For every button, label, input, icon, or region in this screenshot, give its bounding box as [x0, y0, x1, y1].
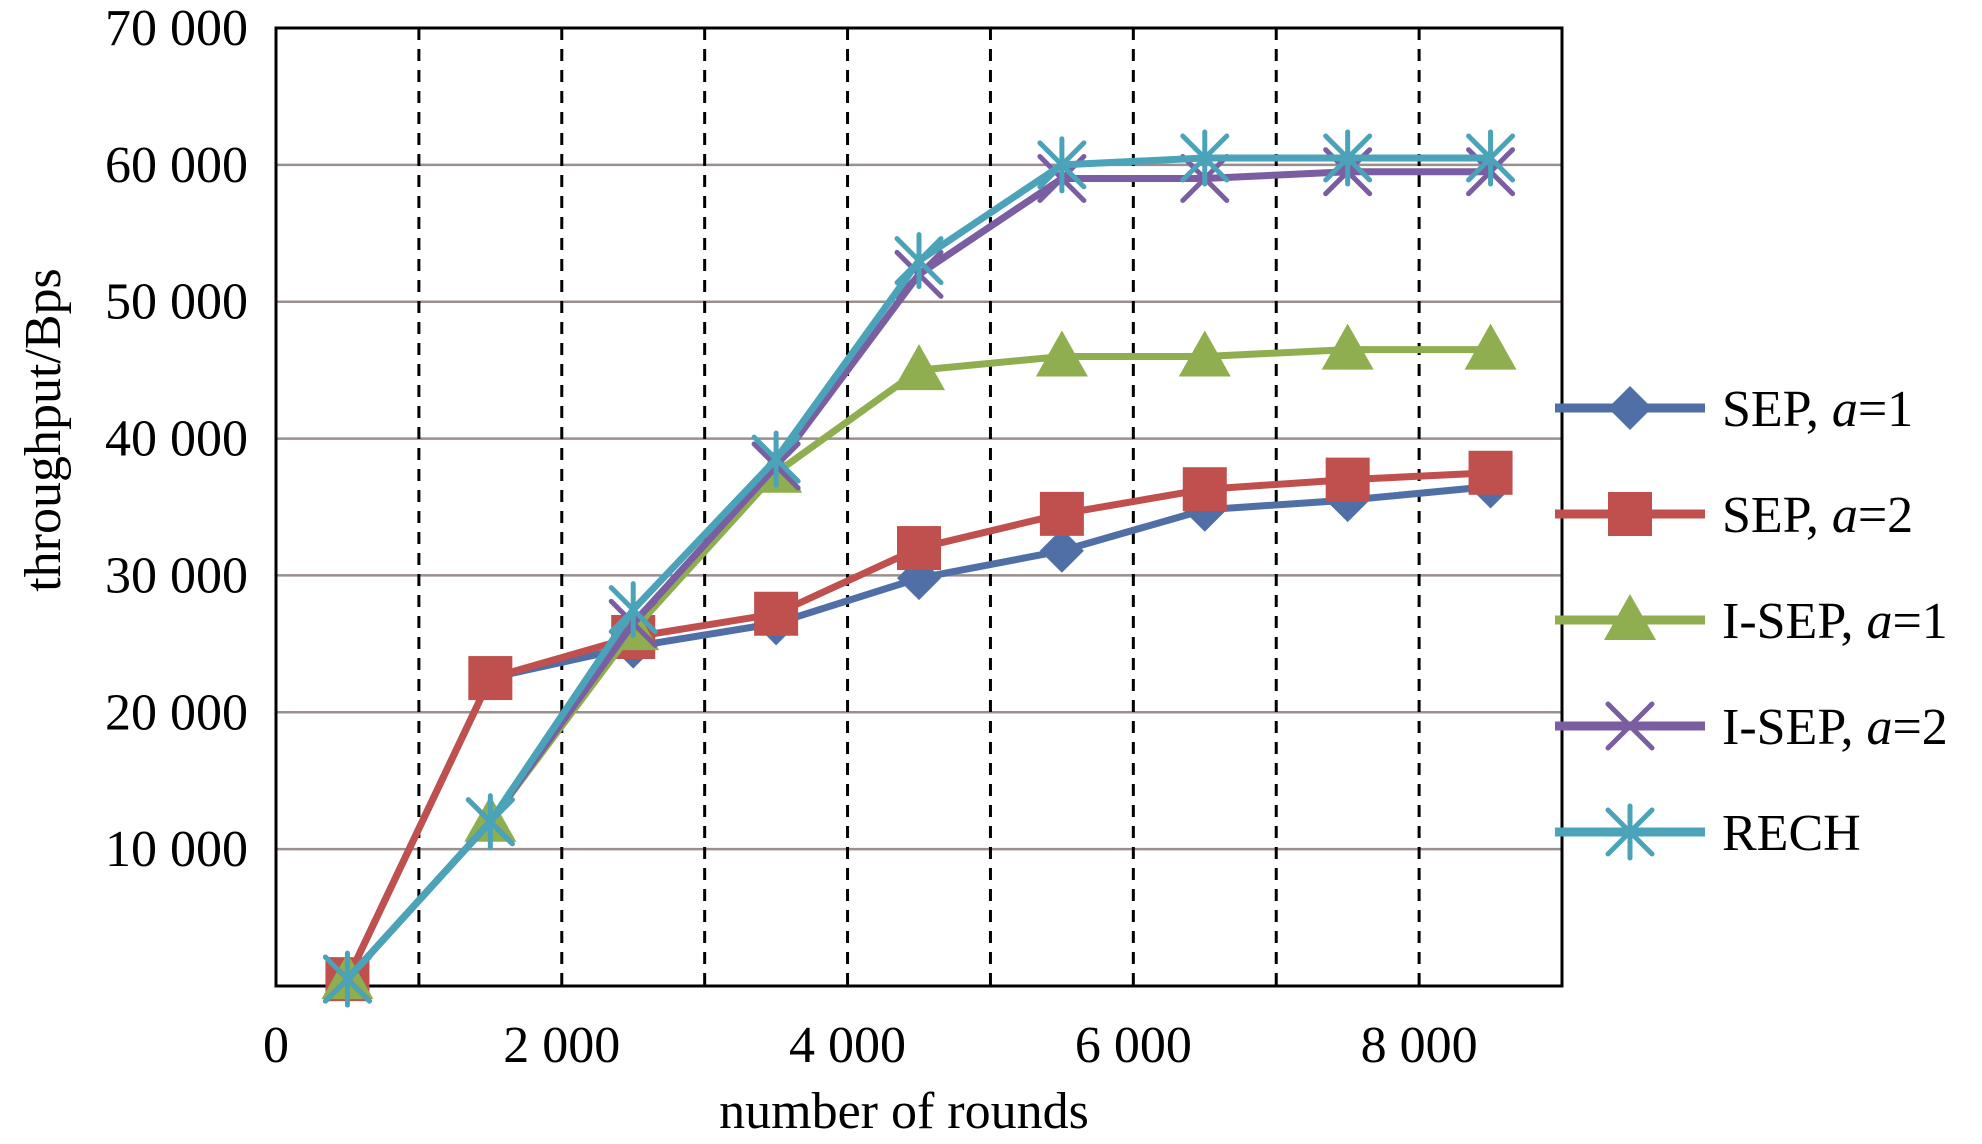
- y-tick-label: 30 000: [105, 547, 248, 604]
- legend-marker: [1605, 803, 1655, 861]
- series-3-line: [344, 346, 1491, 982]
- series-2-point: [754, 591, 799, 636]
- series-3-point: [893, 344, 945, 391]
- series-3-point: [1464, 323, 1517, 370]
- legend-label-prefix: I-SEP,: [1722, 593, 1866, 650]
- legend-label-variable: a: [1866, 593, 1892, 650]
- marker-stroke: [1605, 701, 1655, 751]
- y-tick-label: 40 000: [105, 411, 248, 468]
- legend-item: RECH: [1555, 803, 1861, 862]
- x-axis-label: number of rounds: [719, 1083, 1089, 1140]
- series-2-point: [1325, 457, 1370, 502]
- series-2-point: [1039, 491, 1084, 536]
- series-3-point: [1321, 323, 1374, 370]
- series-2: [325, 450, 1513, 1002]
- ticks-layer: 10 000 20 000 30 000 40 000 50 000 60 000 70 0…: [105, 0, 1478, 1074]
- legend-item: SEP, a=2: [1555, 487, 1913, 544]
- legend-label: I-SEP, a=2: [1722, 699, 1948, 756]
- legend-label-prefix: SEP,: [1722, 487, 1832, 544]
- x-tick-label: 0: [263, 1017, 289, 1074]
- legend-label-suffix: =1: [1858, 381, 1913, 438]
- legend-label: SEP, a=2: [1722, 487, 1913, 544]
- x-tick-label: 4 000: [789, 1017, 906, 1074]
- legend-item: I-SEP, a=2: [1555, 699, 1948, 756]
- series-1-point: [1039, 528, 1084, 573]
- series-3-point: [1035, 330, 1088, 377]
- legend-label-variable: a: [1832, 487, 1858, 544]
- plot-frame: [274, 26, 1564, 988]
- legend-label-suffix: =2: [1858, 487, 1913, 544]
- y-tick-label: 50 000: [105, 274, 248, 331]
- series-5-point: [608, 581, 658, 639]
- x-tick-label: 6 000: [1075, 1017, 1192, 1074]
- legend-label-prefix: SEP,: [1722, 381, 1832, 438]
- series-2-point: [468, 656, 513, 701]
- series-2-point: [1468, 450, 1513, 495]
- legend-label-variable: a: [1832, 381, 1858, 438]
- series-5: [322, 129, 1516, 1008]
- legend-marker: [1608, 386, 1652, 430]
- series-5-point: [322, 950, 372, 1008]
- series-5-point: [465, 793, 515, 851]
- series-3-point: [1178, 330, 1231, 377]
- legend-item: SEP, a=1: [1555, 381, 1913, 438]
- legend-label: SEP, a=1: [1722, 381, 1913, 438]
- series-layer: [321, 129, 1517, 1008]
- series-5-point: [1323, 129, 1373, 187]
- y-tick-label: 20 000: [105, 684, 248, 741]
- legend-label-prefix: RECH: [1722, 805, 1861, 862]
- series-5-point: [1466, 129, 1516, 187]
- x-tick-label: 2 000: [503, 1017, 620, 1074]
- legend-item: I-SEP, a=1: [1555, 593, 1948, 650]
- series-2-point: [1182, 467, 1227, 512]
- series-5-point: [1180, 129, 1230, 187]
- series-5-point: [1037, 136, 1087, 194]
- series-5-point: [894, 232, 944, 290]
- legend-marker: [1608, 492, 1652, 536]
- legend-label-variable: a: [1866, 699, 1892, 756]
- x-tick-label: 8 000: [1361, 1017, 1478, 1074]
- legend-label: RECH: [1722, 805, 1861, 862]
- series-5-point: [751, 430, 801, 488]
- legend-marker: [1604, 594, 1656, 640]
- legend-label-suffix: =1: [1892, 593, 1947, 650]
- legend-label-suffix: =2: [1892, 699, 1947, 756]
- y-tick-label: 10 000: [105, 821, 248, 878]
- y-tick-label: 60 000: [105, 137, 248, 194]
- legend-marker: [1605, 701, 1655, 751]
- legend-label-prefix: I-SEP,: [1722, 699, 1866, 756]
- y-tick-label: 70 000: [105, 0, 248, 57]
- legend-label: I-SEP, a=1: [1722, 593, 1948, 650]
- y-axis-label: throughput/Bps: [15, 268, 72, 592]
- series-2-point: [897, 526, 941, 571]
